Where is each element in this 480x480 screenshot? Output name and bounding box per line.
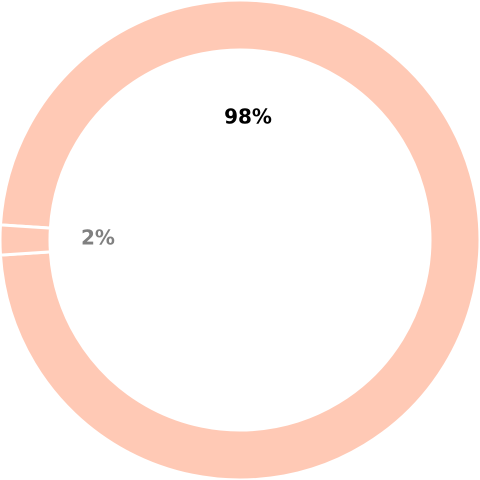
- donut-slice-2pct: [0, 223, 52, 257]
- labels-layer: 98% 2%: [81, 105, 272, 250]
- data-label-98pct: 98%: [224, 105, 272, 129]
- data-label-2pct: 2%: [81, 226, 115, 250]
